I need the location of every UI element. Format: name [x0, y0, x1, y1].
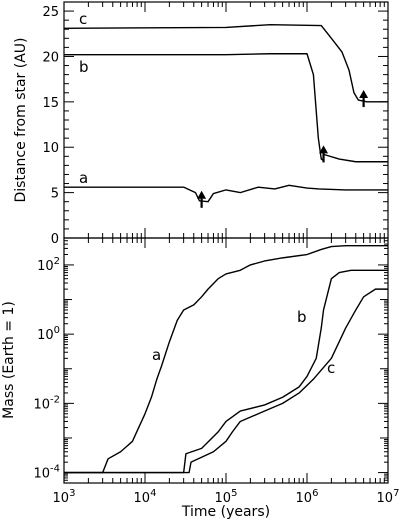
arrow-marker	[197, 190, 207, 208]
mass-plot-frame	[63, 237, 389, 484]
x-tick-label: 104	[134, 488, 157, 506]
arrow-marker	[359, 90, 369, 108]
distance-arrows	[197, 90, 369, 208]
mass-panel: 10-4 10-2 100 102 103 104 105 106 107 Mass (Ear…	[1, 237, 400, 520]
y-tick-label: 10-2	[33, 394, 60, 412]
arrow-marker	[319, 145, 329, 163]
distance-panel: 0 5 10 15 20 25 Distance from star (AU) a b c	[13, 1, 389, 247]
x-tick-label: 103	[53, 488, 76, 506]
y-tick-label: 20	[42, 50, 59, 65]
y-tick-label: 25	[42, 5, 59, 20]
mass-x-ticks: 103 104 105 106 107	[53, 238, 400, 506]
mass-y-ticks: 10-4 10-2 100 102	[33, 237, 388, 484]
curve-label-a-top: a	[79, 169, 88, 187]
distance-line-c	[63, 23, 388, 103]
mass-line-b	[64, 269, 388, 474]
y-tick-label: 10-4	[33, 464, 60, 482]
curve-label-c-top: c	[79, 10, 87, 28]
x-tick-label: 107	[377, 488, 400, 506]
curve-label-c-bottom: c	[327, 359, 335, 377]
distance-y-axis-title: Distance from star (AU)	[13, 37, 29, 202]
curve-label-b-bottom: b	[297, 308, 307, 326]
distance-plot-frame	[63, 1, 389, 239]
y-tick-label: 0	[51, 232, 59, 247]
x-tick-label: 105	[215, 488, 238, 506]
distance-line-a	[64, 184, 388, 203]
y-tick-label: 100	[37, 325, 60, 343]
mass-line-a	[64, 244, 388, 474]
distance-line-b	[64, 53, 388, 163]
distance-series	[63, 23, 388, 203]
x-tick-label: 106	[296, 488, 319, 506]
x-axis-title: Time (years)	[181, 504, 270, 520]
distance-y-ticks: 0 5 10 15 20 25	[42, 1, 388, 247]
y-tick-label: 5	[51, 187, 59, 202]
mass-series	[64, 244, 388, 474]
mass-line-c	[64, 288, 388, 474]
y-tick-label: 102	[37, 256, 60, 274]
y-tick-label: 15	[42, 96, 59, 111]
distance-x-ticks	[63, 2, 389, 238]
y-tick-label: 10	[42, 141, 59, 156]
mass-y-axis-title: Mass (Earth = 1)	[1, 301, 17, 419]
curve-label-a-bottom: a	[152, 346, 161, 364]
curve-label-b-top: b	[79, 58, 89, 76]
